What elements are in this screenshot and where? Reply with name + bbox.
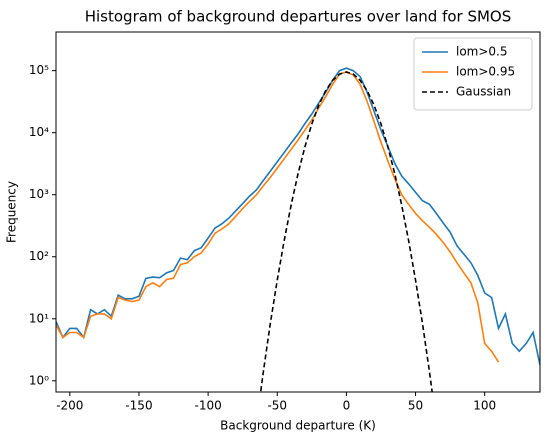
y-tick-label: 10⁰	[29, 373, 49, 387]
legend-label: lom>0.5	[456, 45, 508, 59]
x-tick-label: -200	[56, 399, 83, 413]
plot-area	[56, 67, 540, 392]
data-line	[56, 71, 500, 363]
data-line	[56, 67, 540, 366]
x-axis-label: Background departure (K)	[220, 419, 376, 433]
x-tick-label: 50	[408, 399, 423, 413]
y-tick-label: 10⁴	[29, 125, 49, 139]
axes-frame	[55, 31, 541, 393]
x-tick-label: 0	[343, 399, 351, 413]
y-tick-label: 10¹	[29, 311, 49, 325]
x-tick-label: 100	[473, 399, 496, 413]
x-tick-label: -150	[125, 399, 152, 413]
y-tick-label: 10³	[29, 187, 49, 201]
legend-label: Gaussian	[456, 85, 511, 99]
y-tick-label: 10²	[29, 249, 49, 263]
y-tick-label: 10⁵	[29, 63, 49, 77]
data-line	[259, 71, 433, 392]
x-tick-label: -50	[267, 399, 287, 413]
chart-title: Histogram of background departures over …	[85, 8, 512, 26]
x-tick-label: -100	[194, 399, 221, 413]
legend-box	[413, 37, 533, 111]
legend-label: lom>0.95	[456, 65, 515, 79]
y-axis-label: Frequency	[5, 181, 19, 243]
